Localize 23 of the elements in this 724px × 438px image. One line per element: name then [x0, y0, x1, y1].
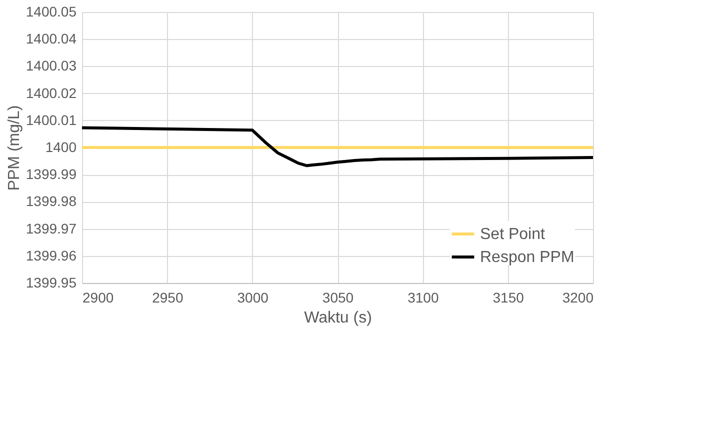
x-tick-label: 3150 [492, 290, 524, 306]
x-tick-label: 3100 [408, 290, 439, 306]
y-tick-label: 1399.96 [26, 247, 77, 264]
y-tick-label: 1400.01 [26, 112, 77, 128]
x-tick-label: 3050 [322, 290, 354, 306]
y-tick-label: 1399.97 [26, 220, 77, 236]
y-tick-label: 1399.98 [26, 193, 77, 210]
x-tick-label: 2900 [82, 290, 114, 306]
y-tick-label: 1399.95 [26, 274, 77, 290]
legend-label: Respon PPM [480, 249, 574, 266]
y-tick-label: 1399.99 [26, 166, 77, 182]
line-series [80, 126, 594, 168]
x-axis-title: Waktu (s) [304, 310, 372, 326]
y-axis-title: PPM (mg/L) [6, 105, 23, 191]
y-tick-label: 1400.04 [26, 30, 77, 47]
x-tick-label: 3200 [562, 290, 594, 306]
y-tick-label: 1400.02 [26, 84, 77, 101]
legend-label: Set Point [480, 226, 546, 243]
y-tick-label: 1400.05 [26, 4, 77, 20]
x-tick-label: 3000 [237, 290, 269, 306]
y-tick-label: 1400.03 [26, 58, 77, 74]
y-tick-label: 1400 [45, 139, 77, 155]
x-tick-label: 2950 [152, 290, 184, 306]
